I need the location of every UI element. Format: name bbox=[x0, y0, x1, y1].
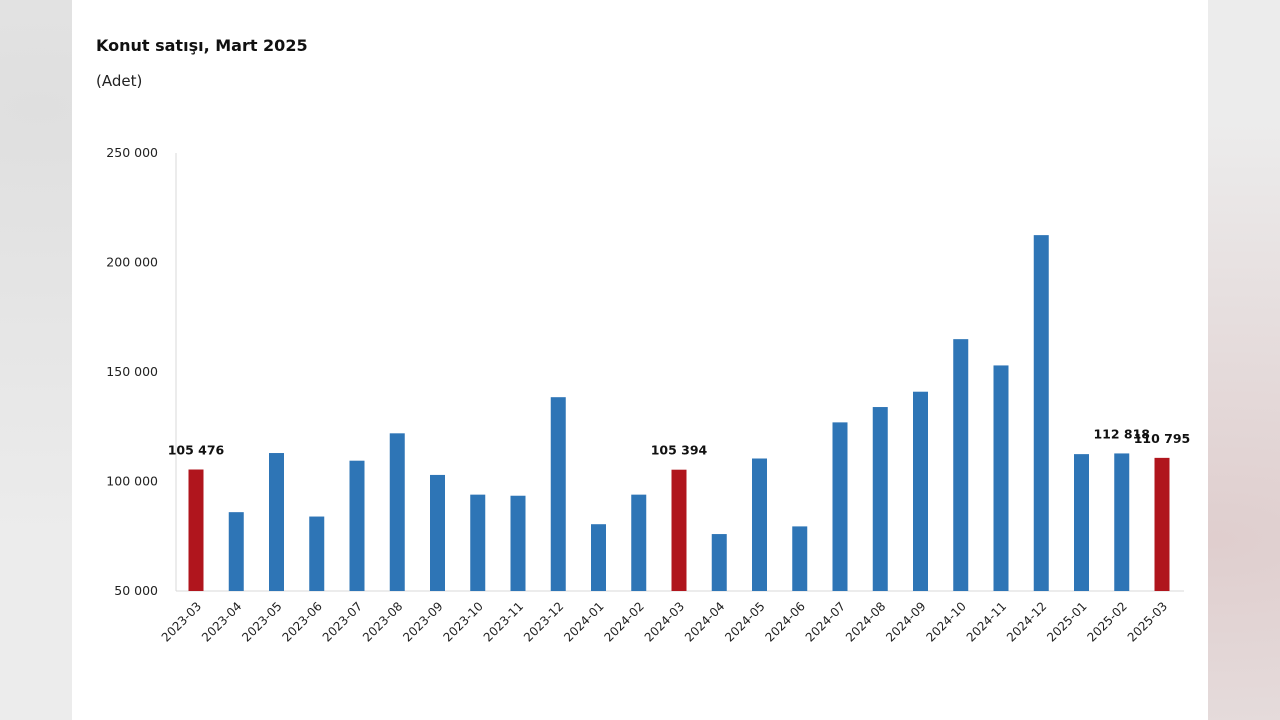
bar bbox=[792, 526, 808, 591]
bar bbox=[430, 474, 445, 591]
x-tick-label: 2023-07 bbox=[320, 599, 365, 644]
bar bbox=[671, 469, 687, 591]
bar bbox=[711, 534, 727, 591]
x-tick-label: 2023-05 bbox=[239, 599, 284, 644]
x-tick-label: 2024-02 bbox=[602, 599, 647, 644]
x-tick-label: 2024-07 bbox=[803, 599, 848, 644]
y-tick-label: 250 000 bbox=[106, 145, 158, 160]
x-tick-label: 2023-04 bbox=[199, 599, 244, 644]
x-tick-label: 2024-03 bbox=[642, 599, 687, 644]
x-tick-label: 2023-08 bbox=[360, 599, 405, 644]
x-tick-label: 2023-11 bbox=[481, 599, 526, 644]
bar bbox=[510, 495, 526, 591]
x-tick-label: 2024-04 bbox=[682, 599, 727, 644]
x-tick-label: 2023-10 bbox=[441, 599, 486, 644]
y-tick-label: 200 000 bbox=[106, 255, 158, 270]
x-tick-label: 2024-09 bbox=[883, 599, 928, 644]
bar bbox=[550, 397, 566, 591]
bar-chart: 50 000 100 000 150 000 200 000 250 000 2023-0… bbox=[106, 145, 1191, 645]
bar bbox=[1114, 453, 1130, 591]
bar bbox=[913, 391, 928, 591]
x-tick-label: 2024-01 bbox=[561, 599, 606, 644]
bar bbox=[1033, 235, 1049, 591]
x-tick-label: 2024-10 bbox=[924, 599, 969, 644]
bar bbox=[1154, 457, 1170, 591]
chart-card: Konut satışı, Mart 2025 (Adet) 50 000 100… bbox=[72, 0, 1208, 720]
bar bbox=[269, 453, 284, 591]
bar bbox=[953, 339, 969, 591]
x-tick-label: 2024-11 bbox=[964, 599, 1009, 644]
bar bbox=[188, 469, 204, 591]
data-label: 110 795 bbox=[1134, 431, 1191, 446]
x-tick-label: 2024-05 bbox=[722, 599, 767, 644]
data-label: 105 476 bbox=[168, 443, 225, 458]
y-tick-label: 100 000 bbox=[106, 474, 158, 489]
bar bbox=[389, 433, 405, 591]
bar bbox=[470, 494, 486, 591]
x-tick-label: 2023-03 bbox=[159, 599, 204, 644]
x-tick-label: 2025-01 bbox=[1044, 599, 1089, 644]
bar bbox=[591, 524, 606, 591]
x-tick-label: 2023-09 bbox=[400, 599, 445, 644]
bar bbox=[349, 460, 365, 591]
bar bbox=[631, 494, 647, 591]
data-label: 105 394 bbox=[651, 443, 708, 458]
bar bbox=[832, 422, 848, 591]
x-tick-label: 2023-06 bbox=[280, 599, 325, 644]
y-tick-label: 150 000 bbox=[106, 364, 158, 379]
chart-subtitle: (Adet) bbox=[96, 72, 143, 90]
bar bbox=[752, 458, 767, 591]
x-tick-label: 2023-12 bbox=[521, 599, 566, 644]
bar bbox=[309, 516, 325, 591]
x-tick-label: 2024-12 bbox=[1004, 599, 1049, 644]
bar bbox=[228, 512, 244, 591]
bar bbox=[993, 365, 1009, 591]
x-tick-label: 2024-06 bbox=[763, 599, 808, 644]
x-tick-label: 2025-02 bbox=[1085, 599, 1130, 644]
chart-title: Konut satışı, Mart 2025 bbox=[96, 36, 308, 55]
bar bbox=[872, 407, 888, 591]
x-tick-label: 2024-08 bbox=[843, 599, 888, 644]
y-tick-label: 50 000 bbox=[114, 583, 158, 598]
x-tick-label: 2025-03 bbox=[1125, 599, 1170, 644]
bar bbox=[1074, 454, 1089, 591]
data-label: 112 818 bbox=[1093, 426, 1150, 441]
